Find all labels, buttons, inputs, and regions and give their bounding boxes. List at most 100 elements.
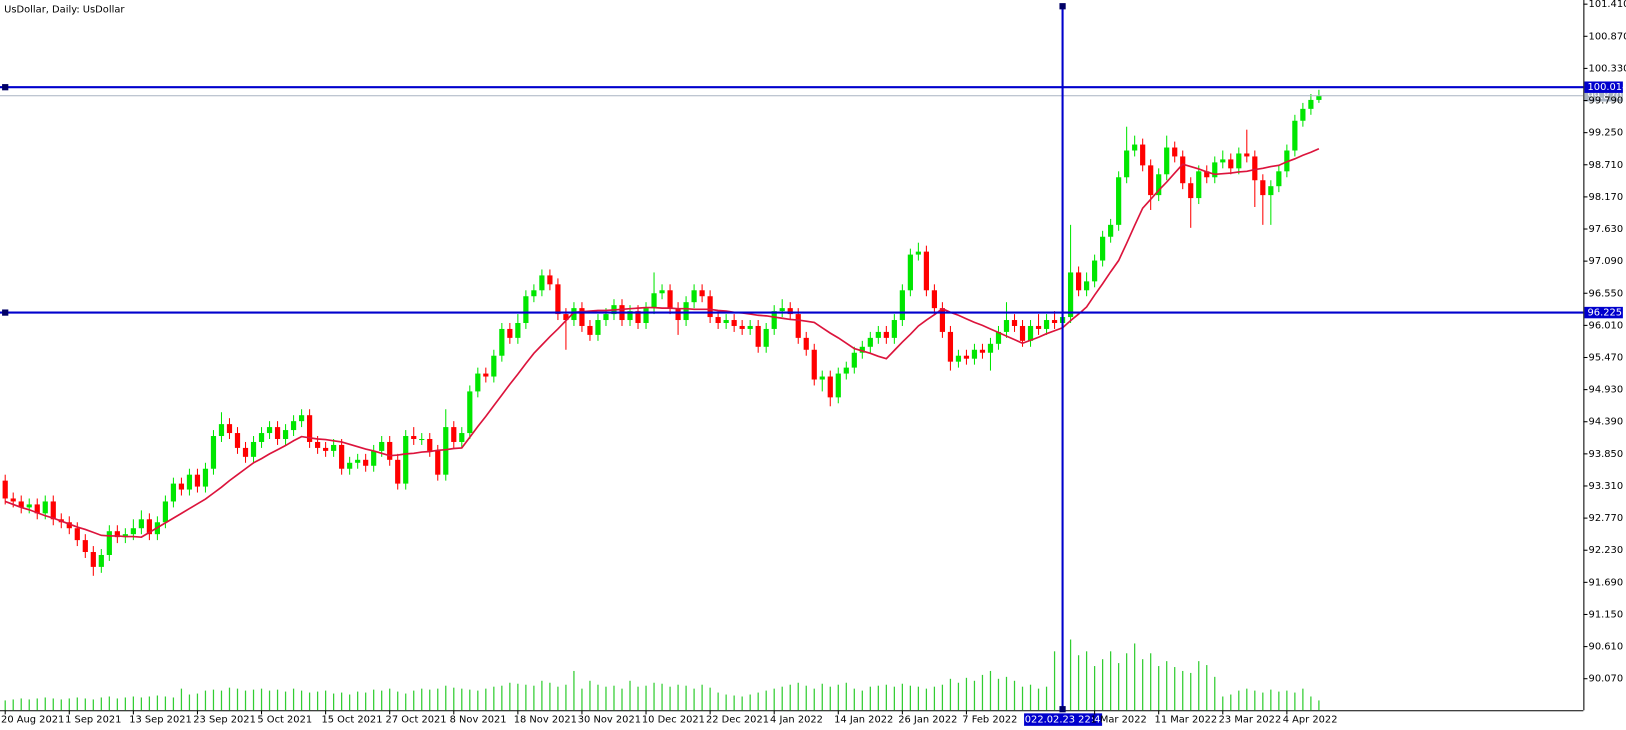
- candle-body: [339, 444, 345, 469]
- candle-body: [475, 373, 481, 392]
- candle-body: [34, 504, 40, 514]
- x-tick-label: 15 Oct 2021: [321, 715, 382, 726]
- candle-body: [675, 308, 681, 321]
- volume-bar: [941, 684, 944, 711]
- volume-bar: [653, 682, 655, 711]
- candle-body: [907, 254, 913, 291]
- x-tick-label: 7 Feb 2022: [962, 715, 1017, 726]
- line-handle: [1059, 706, 1066, 713]
- candle-body: [1220, 159, 1226, 163]
- volume-bar: [877, 685, 879, 711]
- candle-body: [667, 290, 673, 309]
- candle-body: [1316, 95, 1322, 100]
- candle-body: [651, 293, 657, 309]
- volume-bar: [292, 688, 295, 711]
- volume-bar: [228, 687, 231, 711]
- candle-body: [331, 444, 337, 451]
- x-tick-label: 5 Oct 2021: [257, 715, 312, 726]
- y-tick-label: 97.090: [1589, 256, 1624, 267]
- candle-body: [467, 391, 473, 434]
- candle-body: [282, 430, 289, 439]
- volume-bar: [268, 690, 271, 711]
- volume-bar: [1077, 655, 1080, 711]
- candle-body: [74, 528, 80, 541]
- candle-body: [186, 474, 193, 490]
- volume-bar: [1118, 663, 1120, 711]
- candle-body: [290, 421, 297, 431]
- volume-bar: [669, 686, 671, 711]
- candle-body: [747, 325, 753, 329]
- volume-bar: [509, 682, 511, 711]
- price-label: 96.225: [1588, 308, 1623, 319]
- volume-bar: [693, 688, 695, 711]
- candle-body: [683, 302, 689, 321]
- x-tick-label: 20 Aug 2021: [1, 715, 64, 726]
- candle-body: [1268, 186, 1274, 196]
- candle-body: [315, 441, 321, 448]
- volume-bar: [1302, 688, 1304, 711]
- volume-bar: [1037, 688, 1040, 711]
- candle-body: [250, 441, 257, 457]
- candle-body: [1108, 224, 1114, 237]
- volume-bar: [68, 698, 70, 711]
- candle-body: [699, 290, 705, 297]
- chart-title: UsDollar, Daily: UsDollar: [4, 4, 125, 15]
- candle-body: [242, 447, 249, 457]
- volume-bar: [1045, 686, 1048, 711]
- candle-body: [1043, 320, 1050, 329]
- volume-bar: [677, 684, 679, 711]
- volume-bar: [52, 698, 54, 711]
- y-tick-label: 90.610: [1589, 642, 1624, 653]
- volume-bar: [469, 689, 471, 711]
- volume-bar: [357, 691, 359, 711]
- volume-bar: [701, 684, 703, 711]
- volume-bar: [781, 686, 783, 711]
- candle-body: [723, 320, 729, 323]
- x-tick-label: 23 Mar 2022: [1219, 715, 1282, 726]
- volume-bar: [308, 692, 311, 711]
- volume-bar: [1150, 653, 1152, 711]
- volume-bar: [397, 691, 399, 711]
- x-tick-label: 8 Nov 2021: [450, 715, 507, 726]
- volume-bar: [533, 685, 535, 711]
- candle-body: [635, 311, 641, 323]
- volume-bar: [1190, 672, 1192, 711]
- candle-body: [1051, 320, 1058, 323]
- candle-body: [130, 528, 136, 535]
- candle-body: [899, 290, 905, 321]
- candle-body: [234, 433, 241, 448]
- volume-bar: [813, 688, 815, 711]
- candle-body: [210, 436, 217, 469]
- candle-body: [731, 320, 737, 326]
- volume-bar: [1005, 676, 1008, 711]
- candle-body: [274, 427, 281, 439]
- x-tick-label: 4 Jan 2022: [770, 715, 823, 726]
- price-label: 100.014: [1588, 82, 1626, 93]
- candle-body: [1300, 108, 1306, 121]
- volume-bar: [316, 691, 319, 711]
- candle-body: [691, 290, 697, 303]
- volume-bar: [1318, 700, 1320, 711]
- x-tick-label: 23 Sep 2021: [193, 715, 256, 726]
- candle-body: [1100, 236, 1106, 261]
- candle-body: [1292, 120, 1298, 151]
- candle-body: [1188, 183, 1194, 199]
- candle-body: [138, 519, 144, 529]
- volume-bar: [573, 670, 575, 711]
- price-label-box: [1584, 306, 1623, 319]
- volume-bar: [1142, 659, 1144, 711]
- volume-bar: [597, 684, 599, 711]
- volume-bar: [1262, 692, 1264, 711]
- volume-bar: [284, 691, 287, 711]
- candle-body: [707, 296, 713, 318]
- x-tick-label: 11 Mar 2022: [1155, 715, 1218, 726]
- volume-bar: [156, 695, 159, 711]
- candle-body: [827, 376, 833, 398]
- time-label-box: [1024, 713, 1103, 726]
- volume-layer: [4, 639, 1320, 711]
- candle-body: [787, 308, 793, 315]
- candle-body: [26, 504, 32, 508]
- candle-body: [1204, 171, 1210, 178]
- candle-body: [523, 296, 529, 323]
